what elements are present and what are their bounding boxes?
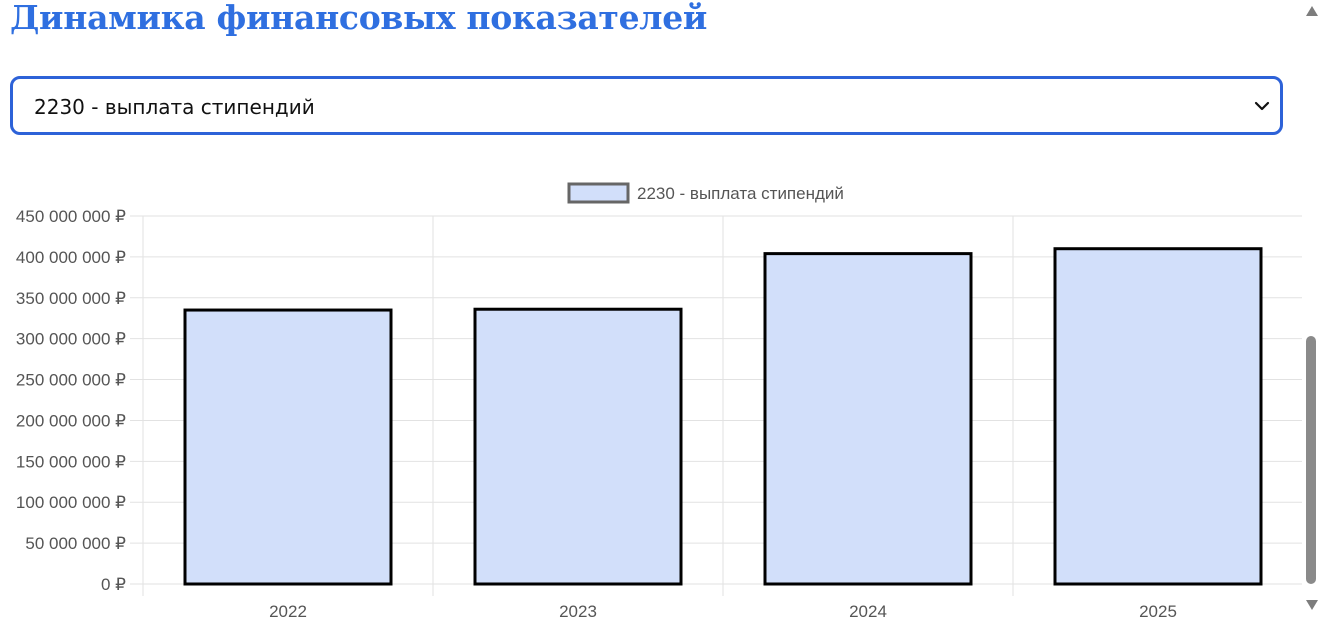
page-title: Динамика финансовых показателей (10, 0, 708, 37)
vertical-scrollbar[interactable] (1302, 0, 1320, 622)
x-tick-label: 2025 (1139, 602, 1177, 621)
scroll-thumb[interactable] (1306, 336, 1316, 584)
scroll-up-arrow-icon[interactable] (1306, 6, 1318, 16)
bar-2023 (473, 307, 683, 586)
x-tick-label: 2022 (269, 602, 307, 621)
indicator-select-value: 2230 - выплата стипендий (34, 95, 315, 119)
y-tick-label: 100 000 000 ₽ (16, 493, 126, 512)
y-tick-label: 450 000 000 ₽ (16, 207, 126, 226)
y-tick-label: 250 000 000 ₽ (16, 371, 126, 390)
indicator-select[interactable]: 2230 - выплата стипендий (10, 76, 1283, 135)
chevron-down-icon (1254, 101, 1270, 111)
scroll-down-arrow-icon[interactable] (1306, 600, 1318, 610)
y-tick-label: 150 000 000 ₽ (16, 452, 126, 471)
legend-swatch (567, 182, 630, 204)
bar-2025 (1053, 247, 1263, 586)
y-tick-label: 200 000 000 ₽ (16, 411, 126, 430)
y-tick-label: 300 000 000 ₽ (16, 330, 126, 349)
y-tick-label: 350 000 000 ₽ (16, 289, 126, 308)
bar-2022 (183, 308, 393, 586)
x-tick-label: 2023 (559, 602, 597, 621)
y-tick-label: 50 000 000 ₽ (25, 534, 126, 553)
legend-label: 2230 - выплата стипендий (637, 184, 844, 203)
bar-2024 (763, 252, 973, 586)
x-tick-label: 2024 (849, 602, 887, 621)
y-tick-label: 400 000 000 ₽ (16, 248, 126, 267)
bar-chart: 0 ₽ 50 000 000 ₽ 100 000 000 ₽ 150 000 000 … (16, 182, 1304, 621)
y-tick-label: 0 ₽ (101, 575, 126, 594)
